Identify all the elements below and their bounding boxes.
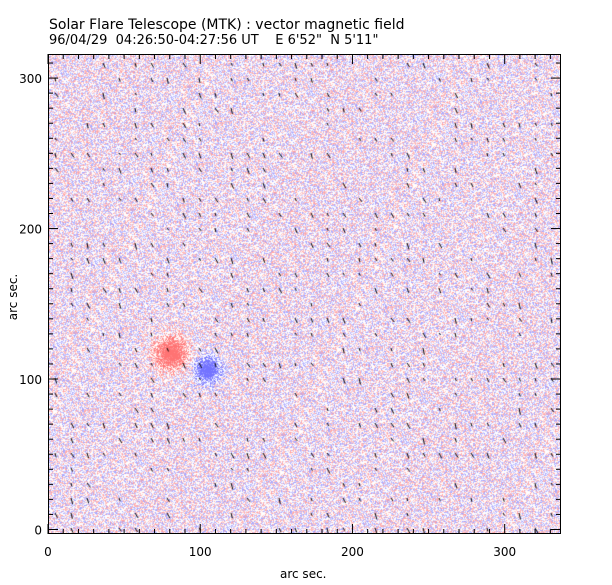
x-axis-label: arc sec. — [280, 567, 327, 581]
magnetogram-image — [49, 55, 560, 533]
chart-subtitle: 96/04/29 04:26:50-04:27:56 UT E 6'52" N … — [49, 33, 379, 48]
y-tick-label: 0 — [34, 523, 42, 537]
magnetogram-plot — [48, 54, 561, 534]
x-tick-label: 100 — [189, 545, 212, 559]
x-tick-label: 0 — [44, 545, 52, 559]
y-tick-label: 100 — [19, 373, 42, 387]
x-tick-label: 300 — [493, 545, 516, 559]
chart-title: Solar Flare Telescope (MTK) : vector mag… — [49, 17, 405, 33]
y-tick-label: 300 — [19, 72, 42, 86]
y-axis-label: arc sec. — [6, 273, 21, 321]
x-tick-label: 200 — [341, 545, 364, 559]
y-tick-label: 200 — [19, 223, 42, 237]
